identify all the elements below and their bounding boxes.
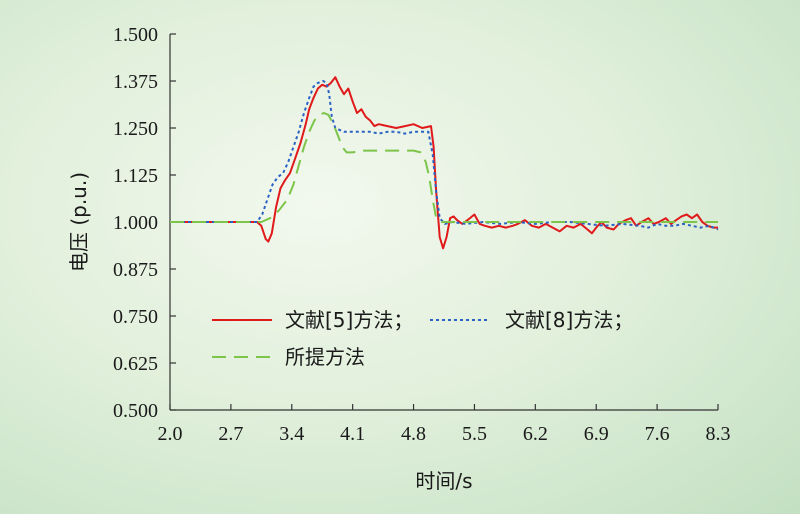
legend-label-2: 文献[8]方法； bbox=[505, 308, 633, 332]
x-tick-label: 6.9 bbox=[584, 423, 609, 445]
y-axis-title: 电压 (p.u.) bbox=[67, 172, 91, 272]
legend-label-1: 文献[5]方法； bbox=[285, 308, 413, 332]
y-tick-label: 0.875 bbox=[113, 259, 158, 281]
series-lines bbox=[170, 76, 719, 250]
x-tick-label: 4.8 bbox=[401, 423, 426, 445]
series-line-1 bbox=[170, 76, 718, 250]
y-tick-label: 1.125 bbox=[113, 165, 158, 187]
y-tick-label: 1.375 bbox=[113, 71, 158, 93]
y-tick-label: 0.500 bbox=[113, 400, 158, 422]
x-tick-label: 7.6 bbox=[645, 423, 670, 445]
x-tick-label: 3.4 bbox=[279, 423, 304, 445]
y-tick-label: 0.625 bbox=[113, 353, 158, 375]
x-tick-label: 5.5 bbox=[462, 423, 487, 445]
axis-ticks: 2.0 2.7 3.4 4.1 4.8 5.5 6.2 6.9 7.6 8.3 0.500 0.625… bbox=[113, 24, 731, 445]
series-line-2 bbox=[170, 80, 719, 231]
x-tick-label: 2.0 bbox=[158, 423, 183, 445]
y-tick-label: 0.750 bbox=[113, 306, 158, 328]
x-tick-label: 8.3 bbox=[706, 423, 731, 445]
legend-label-3: 所提方法 bbox=[285, 345, 365, 369]
series-line-3 bbox=[170, 112, 718, 223]
y-tick-label: 1.500 bbox=[113, 24, 158, 46]
y-tick-label: 1.000 bbox=[113, 212, 158, 234]
y-tick-label: 1.250 bbox=[113, 118, 158, 140]
x-tick-label: 2.7 bbox=[218, 423, 243, 445]
legend: 文献[5]方法； 文献[8]方法； 所提方法 bbox=[212, 308, 633, 369]
x-axis-title: 时间/s bbox=[415, 469, 472, 493]
x-tick-label: 6.2 bbox=[523, 423, 548, 445]
x-tick-label: 4.1 bbox=[340, 423, 365, 445]
